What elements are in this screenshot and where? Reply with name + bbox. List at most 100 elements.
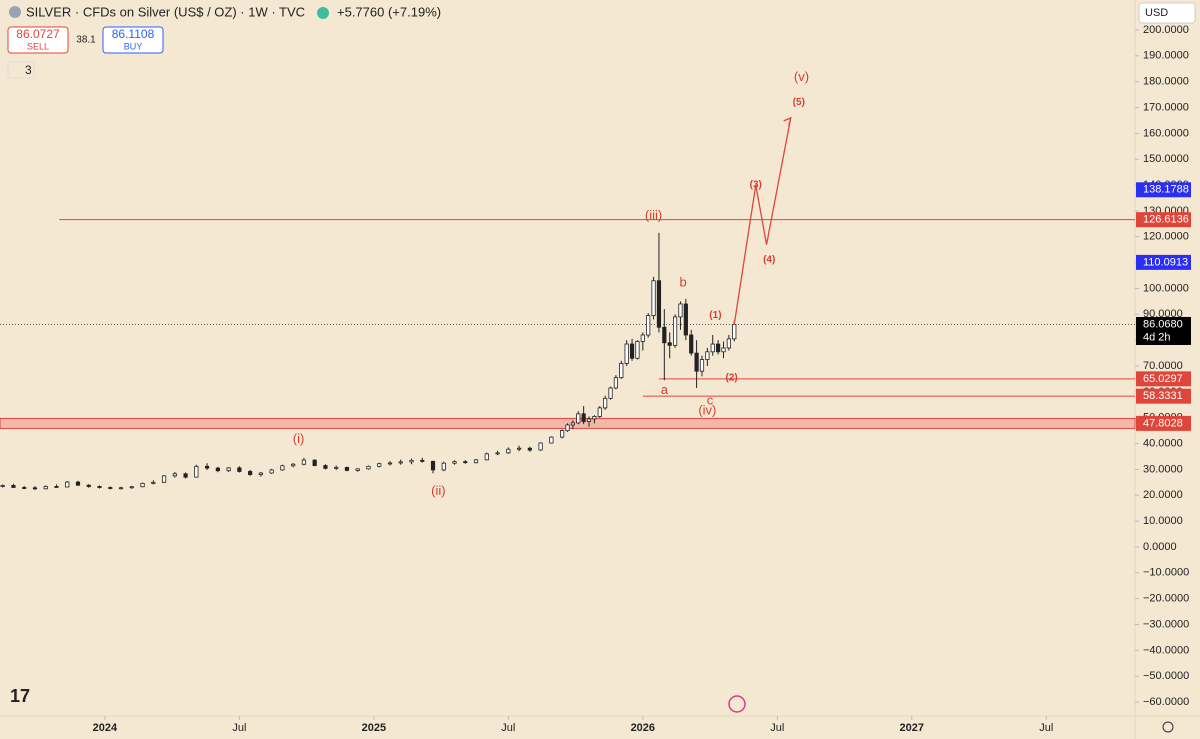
candle-body [54,486,59,488]
y-tick-label: 170.0000 [1143,101,1189,113]
candle-body [646,315,651,336]
candle-body [129,486,134,489]
candle-body [608,387,613,399]
candle-body [183,473,188,478]
ad-icon[interactable] [728,695,746,713]
wave-label: b [680,275,687,290]
candle-body [678,303,683,318]
price-label-box [1136,316,1191,345]
symbol-icon [9,6,21,18]
candle-body [344,466,350,471]
price-label-box [1136,254,1191,270]
candle-body [323,465,328,469]
buy-button[interactable] [102,26,164,54]
x-tick-label: 2024 [93,722,118,734]
candle-body [613,377,619,389]
candle-body [635,341,640,359]
wave-label: (1) [709,310,721,321]
price-label: 65.0297 [1143,373,1183,385]
candle-body [592,416,597,420]
candle-body [560,430,565,438]
candle-body [726,338,731,349]
candle-body [651,280,656,317]
candle-body [570,422,575,426]
candle-body [11,485,16,488]
price-label: 110.0913 [1143,256,1188,268]
candle-body [527,447,532,451]
indicator-count: 3 [25,63,32,77]
candle-body [705,351,710,360]
wave-label: (v) [794,69,809,84]
currency: USD [1145,7,1168,19]
y-tick-label: 10.0000 [1143,515,1183,527]
wave-label: (i) [293,431,305,446]
x-tick-label: Jul [501,722,515,734]
projection-arrow [783,116,792,127]
x-tick-label: Jul [1039,722,1053,734]
price-label: 138.1788 [1143,184,1189,196]
currency-button[interactable] [1138,2,1196,24]
y-tick-label: 180.0000 [1143,76,1189,88]
candle-body [441,462,446,471]
candle-body [710,343,715,353]
candle-body [473,459,479,464]
candle-body [312,459,317,466]
sell-price: 86.0727 [16,27,60,41]
price-change: +5.7760 (+7.19%) [337,4,441,19]
candle-body [629,343,635,359]
candle-body [409,459,414,463]
candle-body [721,347,726,353]
price-label: 126.6136 [1143,214,1189,226]
header: SILVER · CFDs on Silver (US$ / OZ) · 1W … [7,2,1196,733]
wave-label: (4) [763,255,775,266]
candle-body [355,468,360,471]
settings-icon[interactable] [1162,721,1174,733]
y-tick-label: −20.0000 [1143,593,1189,605]
candle-body [377,463,382,467]
y-tick-label: 70.0000 [1143,360,1183,372]
price-label-box [1136,415,1191,431]
price-label: 47.8028 [1143,417,1183,429]
candle-body [689,334,694,354]
x-tick-label: Jul [232,722,246,734]
wave-label: (5) [793,97,805,108]
indicator-toggle[interactable] [7,61,35,79]
candle-body [581,413,586,422]
candle-body [334,466,339,469]
candle-body [538,442,543,451]
candle-body [269,469,274,474]
logo: 17 [10,686,30,706]
wave-label: (iii) [645,208,662,223]
candle-body [672,316,678,346]
y-tick-label: 40.0000 [1143,437,1183,449]
spread: 38.1 [76,35,96,46]
candle-body [420,459,425,462]
candle-body [65,481,70,488]
candle-body [108,487,113,489]
candle-body [398,461,403,464]
wave-label: c [707,392,714,407]
y-tick-label: −40.0000 [1143,644,1189,656]
x-tick-label: 2027 [900,722,924,734]
candle-body [280,465,285,471]
candle-body [683,303,688,336]
buy-price: 86.1108 [112,27,155,41]
candle-body [463,461,468,464]
candle-body [118,487,124,490]
candle-body [215,467,220,472]
candle-body [75,481,81,486]
candle-body [22,487,27,489]
candle-body [430,460,436,471]
x-tick-label: 2025 [362,722,386,734]
sell-button[interactable] [7,26,69,54]
candle-body [387,462,393,465]
price-label-box [1136,212,1191,228]
y-tick-label: 0.0000 [1143,541,1177,553]
y-tick-label: −50.0000 [1143,670,1189,682]
candle-body [565,424,570,432]
wave-label: (iv) [698,403,716,418]
y-tick-label: −60.0000 [1143,696,1189,708]
y-tick-label: −30.0000 [1143,618,1189,630]
